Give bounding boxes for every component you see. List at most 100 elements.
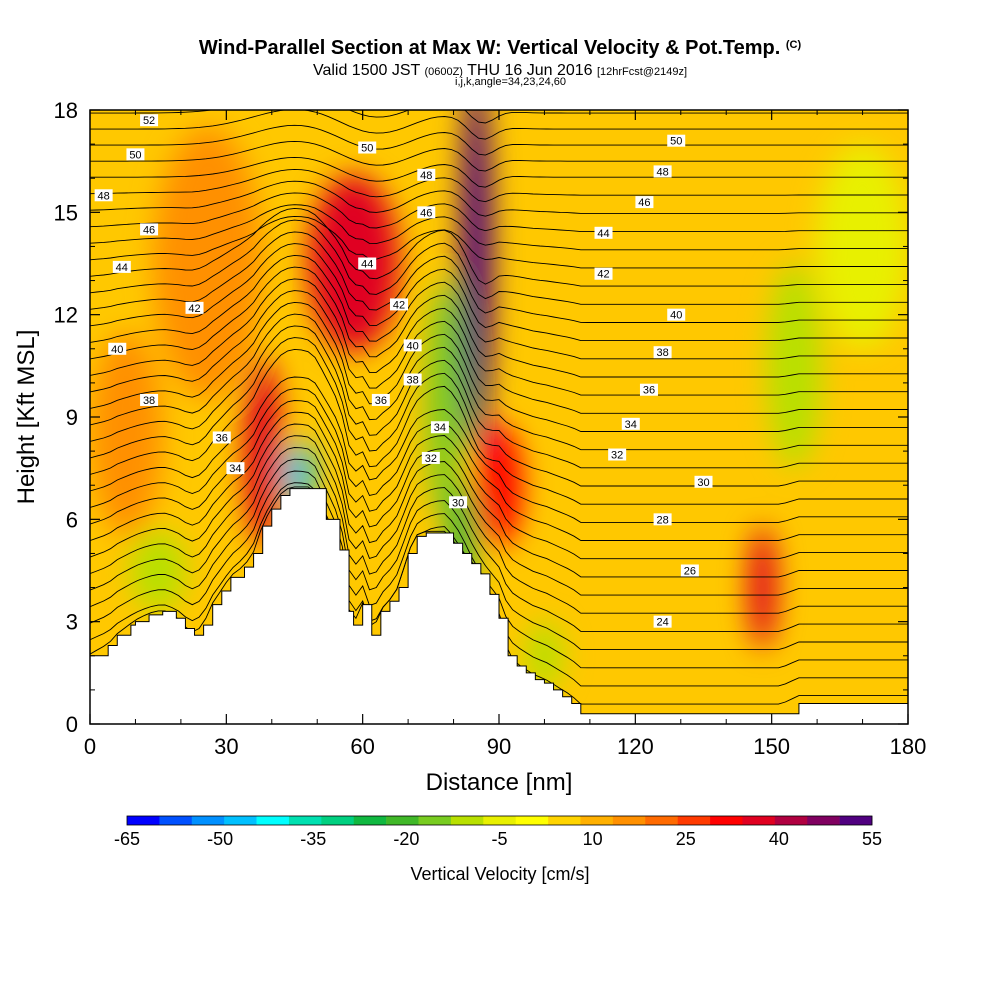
isentrope-label-21: 50: [670, 136, 682, 148]
title-suffix: (C): [785, 39, 802, 51]
isentrope-label-22: 48: [656, 166, 668, 178]
title-main: Wind-Parallel Section at Max W: Vertical…: [198, 37, 781, 59]
velocity-cell-5: [426, 280, 463, 520]
colorbar: -65 -50 -35 -20 -5 10 25 40 55: [114, 815, 882, 849]
y-tick-label-3: 9: [66, 405, 78, 430]
isentrope-label-box-8: [212, 431, 231, 444]
isentrope-18: [90, 266, 908, 378]
isentrope-label-4: 44: [116, 262, 128, 274]
isentrope-label-24: 44: [597, 228, 609, 240]
colorbar-swatch-16: [645, 816, 678, 825]
isentrope-label-32: 28: [656, 514, 668, 526]
y-tick-label-2: 6: [66, 507, 78, 532]
isentrope-label-box-3: [140, 223, 159, 236]
velocity-cell-1: [460, 110, 493, 452]
isentrope-label-3: 46: [143, 224, 155, 236]
isentrope-label-box-16: [403, 373, 422, 386]
colorbar-tick-label-3: -20: [393, 829, 419, 849]
isentrope-label-box-1: [126, 148, 145, 161]
colorbar-swatch-12: [515, 816, 549, 825]
isentrope-label-34: 24: [656, 617, 668, 629]
isentrope-21: [90, 231, 908, 323]
colorbar-swatch-19: [742, 816, 776, 825]
isentrope-8: [90, 400, 908, 560]
isentrope-10: [90, 376, 908, 523]
colorbar-swatch-3: [224, 816, 257, 825]
isentrope-29: [90, 156, 908, 188]
isentrope-label-box-14: [390, 298, 409, 311]
isentrope-24: [90, 215, 908, 269]
isentrope-9: [90, 388, 908, 541]
y-tick-label-6: 18: [54, 98, 78, 123]
isentrope-4: [90, 447, 908, 632]
isentrope-label-box-25: [594, 267, 613, 280]
isentrope-3: [90, 458, 908, 651]
isentrope-label-12: 46: [420, 207, 432, 219]
isentrope-7: [90, 411, 908, 578]
terrain-mask: [90, 488, 908, 724]
colorbar-swatch-1: [159, 816, 193, 825]
isentrope-label-box-23: [635, 196, 654, 209]
colorbar-swatch-18: [710, 816, 743, 825]
colorbar-swatch-13: [548, 816, 581, 825]
colorbar-swatch-8: [386, 816, 419, 825]
colorbar-tick-label-0: -65: [114, 829, 140, 849]
chart-indices: i,j,k,angle=34,23,24,60: [455, 76, 567, 88]
isentrope-label-9: 34: [229, 463, 241, 475]
velocity-cell-13: [817, 144, 908, 349]
isentrope-label-box-13: [358, 257, 377, 270]
isentrope-label-26: 40: [670, 310, 682, 322]
isentrope-label-box-21: [667, 134, 686, 147]
isentrope-label-box-7: [140, 393, 159, 406]
velocity-cell-12: [90, 331, 163, 537]
isentrope-25: [90, 204, 908, 251]
colorbar-tick-label-7: 40: [769, 829, 789, 849]
colorbar-swatch-5: [288, 816, 322, 825]
isentrope-label-box-32: [653, 513, 672, 526]
colorbar-label: Vertical Velocity [cm/s]: [410, 864, 589, 884]
isentrope-12: [90, 337, 908, 487]
isentrope-32: [90, 110, 908, 140]
colorbar-tick-label-2: -35: [300, 829, 326, 849]
isentrope-label-33: 26: [684, 566, 696, 578]
isentrope-label-27: 38: [656, 347, 668, 359]
colorbar-swatch-9: [418, 816, 452, 825]
isentrope-23: [90, 207, 908, 287]
isentrope-label-17: 36: [375, 395, 387, 407]
isentrope-label-6: 40: [111, 344, 123, 356]
isentrope-label-31: 30: [697, 477, 709, 489]
isentrope-label-box-22: [653, 165, 672, 178]
chart-title: Wind-Parallel Section at Max W: Vertical…: [0, 37, 1000, 60]
isentrope-label-box-12: [417, 206, 436, 219]
isentrope-label-29: 34: [625, 419, 637, 431]
isentrope-11: [90, 348, 908, 505]
y-tick-label-0: 0: [66, 712, 78, 737]
colorbar-tick-label-1: -50: [207, 829, 233, 849]
x-tick-label-1: 30: [214, 734, 238, 759]
isentrope-label-19: 32: [425, 453, 437, 465]
isentrope-label-16: 38: [407, 374, 419, 386]
isentrope-label-box-15: [403, 339, 422, 352]
isentrope-label-box-27: [653, 346, 672, 359]
isentrope-label-box-10: [358, 141, 377, 154]
isentrope-28: [90, 168, 908, 203]
x-tick-label-5: 150: [753, 734, 790, 759]
isentrope-label-15: 40: [407, 340, 419, 352]
isentrope-20: [90, 243, 908, 342]
subtitle-valid: Valid 1500 JST: [312, 62, 420, 79]
isentrope-label-8: 36: [216, 432, 228, 444]
y-tick-label-1: 3: [66, 610, 78, 635]
velocity-cell-8: [767, 263, 822, 469]
colorbar-tick-label-6: 25: [676, 829, 696, 849]
isentrope-label-box-11: [417, 168, 436, 181]
velocity-cell-2: [476, 423, 522, 547]
isentrope-label-box-17: [371, 393, 390, 406]
subtitle-date: THU 16 Jun 2016: [467, 62, 593, 79]
velocity-cell-4: [748, 526, 777, 649]
x-tick-label-4: 120: [617, 734, 654, 759]
isentrope-label-box-5: [185, 301, 204, 314]
isentrope-27: [90, 180, 908, 217]
isentrope-15: [90, 301, 908, 432]
